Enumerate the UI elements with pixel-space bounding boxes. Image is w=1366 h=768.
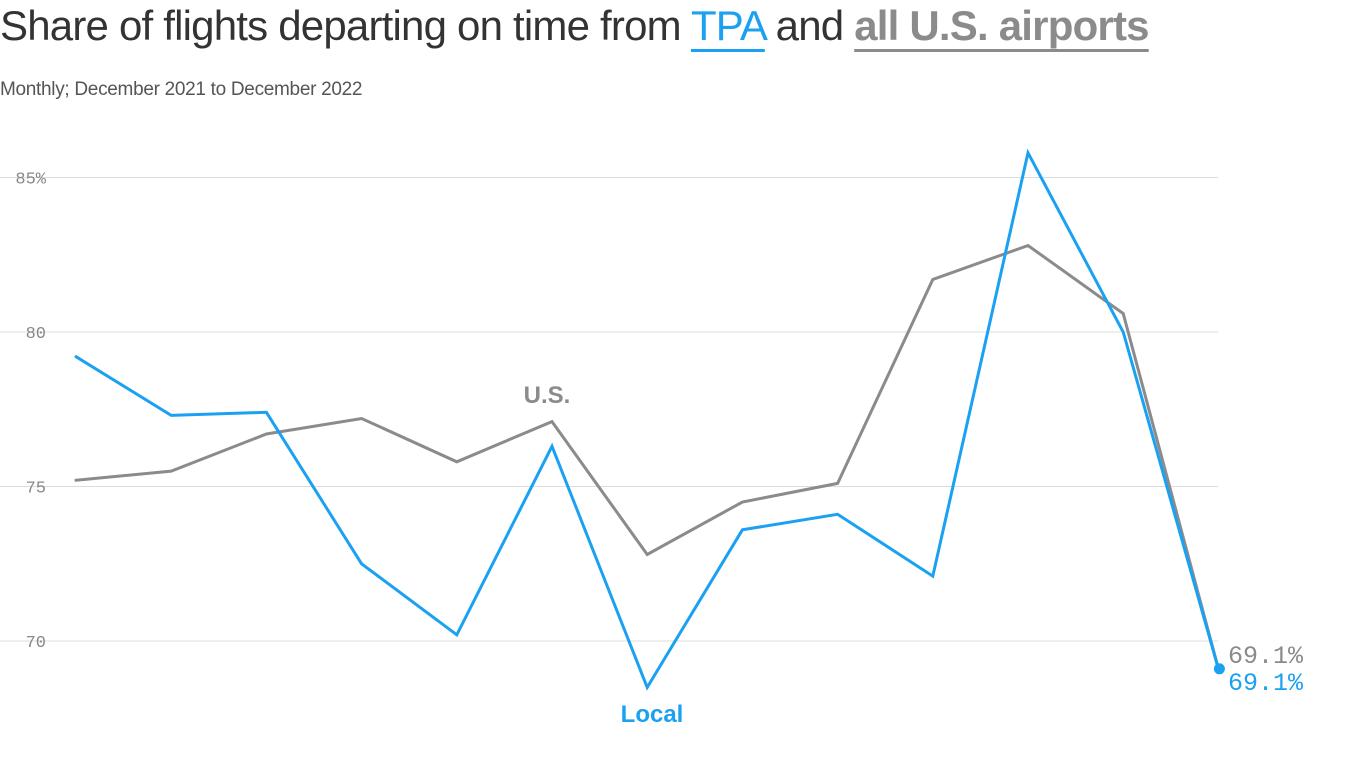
series-label-us: U.S.	[524, 382, 571, 409]
series-label-local: Local	[621, 701, 684, 728]
y-tick-label: 85%	[15, 171, 46, 190]
title-us-legend: all U.S. airports	[854, 2, 1149, 49]
title-middle: and	[764, 2, 855, 49]
chart-subtitle: Monthly; December 2021 to December 2022	[0, 79, 363, 100]
y-tick-label: 70	[26, 634, 46, 653]
end-label-us: 69.1%	[1228, 642, 1304, 671]
chart-title: Share of flights departing on time from …	[0, 2, 1150, 50]
y-tick-label: 75	[26, 480, 46, 499]
title-prefix: Share of flights departing on time from	[0, 2, 691, 49]
y-tick-label: 80	[26, 325, 46, 344]
series-line-local	[74, 148, 1220, 691]
end-label-local: 69.1%	[1228, 669, 1304, 698]
end-point-local	[1213, 663, 1225, 675]
title-tpa-legend: TPA	[690, 2, 766, 49]
series-line-us	[74, 243, 1220, 671]
